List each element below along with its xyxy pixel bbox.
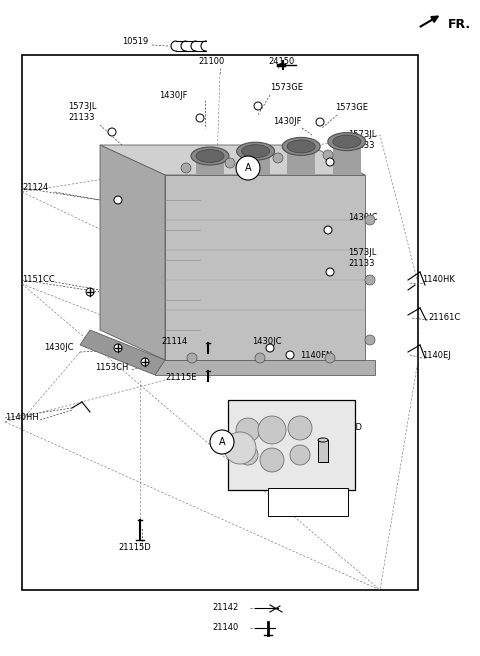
Circle shape <box>254 102 262 110</box>
Text: 1140HH: 1140HH <box>5 413 39 422</box>
Text: 21115E: 21115E <box>165 373 196 382</box>
Text: 24150: 24150 <box>269 58 295 66</box>
Ellipse shape <box>282 137 320 155</box>
Polygon shape <box>333 142 361 175</box>
Text: 1573JL
21133: 1573JL 21133 <box>348 131 376 150</box>
Circle shape <box>365 215 375 225</box>
Text: A: A <box>219 437 225 447</box>
Circle shape <box>114 196 122 204</box>
Circle shape <box>187 353 197 363</box>
Polygon shape <box>80 330 165 375</box>
Text: 21119B: 21119B <box>285 468 317 476</box>
Bar <box>268 488 348 516</box>
Text: 1153CH: 1153CH <box>95 363 128 373</box>
Circle shape <box>238 445 258 465</box>
Circle shape <box>365 275 375 285</box>
Circle shape <box>324 226 332 234</box>
Circle shape <box>273 153 283 163</box>
Text: 21114: 21114 <box>162 337 188 346</box>
Circle shape <box>210 430 234 454</box>
Circle shape <box>288 416 312 440</box>
Text: 21115D: 21115D <box>118 544 151 552</box>
Text: FR.: FR. <box>448 18 471 31</box>
Text: 1430JC: 1430JC <box>348 213 377 222</box>
Circle shape <box>141 358 149 366</box>
Circle shape <box>255 353 265 363</box>
Text: 1573GE: 1573GE <box>335 104 368 112</box>
Text: 21522C: 21522C <box>276 506 308 514</box>
Text: 21142: 21142 <box>212 604 238 613</box>
Text: 25124D: 25124D <box>245 436 278 445</box>
Polygon shape <box>100 145 165 360</box>
Text: 1140HK: 1140HK <box>422 276 455 285</box>
Circle shape <box>260 448 284 472</box>
Bar <box>318 440 328 462</box>
Circle shape <box>365 335 375 345</box>
Polygon shape <box>100 145 365 175</box>
Polygon shape <box>287 146 315 175</box>
Text: 1430JF: 1430JF <box>274 117 302 127</box>
Circle shape <box>323 150 333 160</box>
Text: 1140FN: 1140FN <box>300 352 332 361</box>
Ellipse shape <box>333 135 361 148</box>
Ellipse shape <box>318 438 328 442</box>
Text: 1573JL
21133: 1573JL 21133 <box>348 249 376 268</box>
Text: 1430JC: 1430JC <box>252 337 282 346</box>
Bar <box>228 400 355 490</box>
Text: 1430JC: 1430JC <box>44 344 73 352</box>
Circle shape <box>326 158 334 166</box>
Circle shape <box>286 351 294 359</box>
Text: 1573GE: 1573GE <box>270 83 303 92</box>
Ellipse shape <box>196 150 224 163</box>
Text: 1573JL
21133: 1573JL 21133 <box>68 102 96 122</box>
Circle shape <box>114 344 122 352</box>
Circle shape <box>316 118 324 126</box>
Polygon shape <box>155 360 375 375</box>
Circle shape <box>225 158 235 168</box>
Ellipse shape <box>191 147 229 165</box>
Text: 1140EJ: 1140EJ <box>422 350 451 359</box>
Circle shape <box>236 418 260 442</box>
Circle shape <box>325 353 335 363</box>
Ellipse shape <box>328 133 366 151</box>
Circle shape <box>196 114 204 122</box>
Ellipse shape <box>241 145 270 157</box>
Text: 10519: 10519 <box>122 37 148 47</box>
Text: 1430JF: 1430JF <box>159 91 188 100</box>
Text: A: A <box>245 163 252 173</box>
Circle shape <box>258 416 286 444</box>
Ellipse shape <box>237 142 275 160</box>
Polygon shape <box>165 175 365 360</box>
Text: 21100: 21100 <box>198 58 224 66</box>
Text: 21161C: 21161C <box>428 314 460 323</box>
Circle shape <box>224 432 256 464</box>
Bar <box>22 55 418 590</box>
Circle shape <box>266 344 274 352</box>
Polygon shape <box>241 151 270 175</box>
Text: 1151CC: 1151CC <box>22 276 55 285</box>
Text: 21140: 21140 <box>212 623 238 632</box>
Ellipse shape <box>287 140 315 153</box>
Circle shape <box>290 445 310 465</box>
Circle shape <box>181 163 191 173</box>
Circle shape <box>326 268 334 276</box>
Polygon shape <box>196 156 224 175</box>
Circle shape <box>236 156 260 180</box>
Circle shape <box>108 128 116 136</box>
Text: 21124: 21124 <box>22 184 48 192</box>
Text: 1140GD: 1140GD <box>328 424 362 432</box>
Circle shape <box>86 288 94 296</box>
